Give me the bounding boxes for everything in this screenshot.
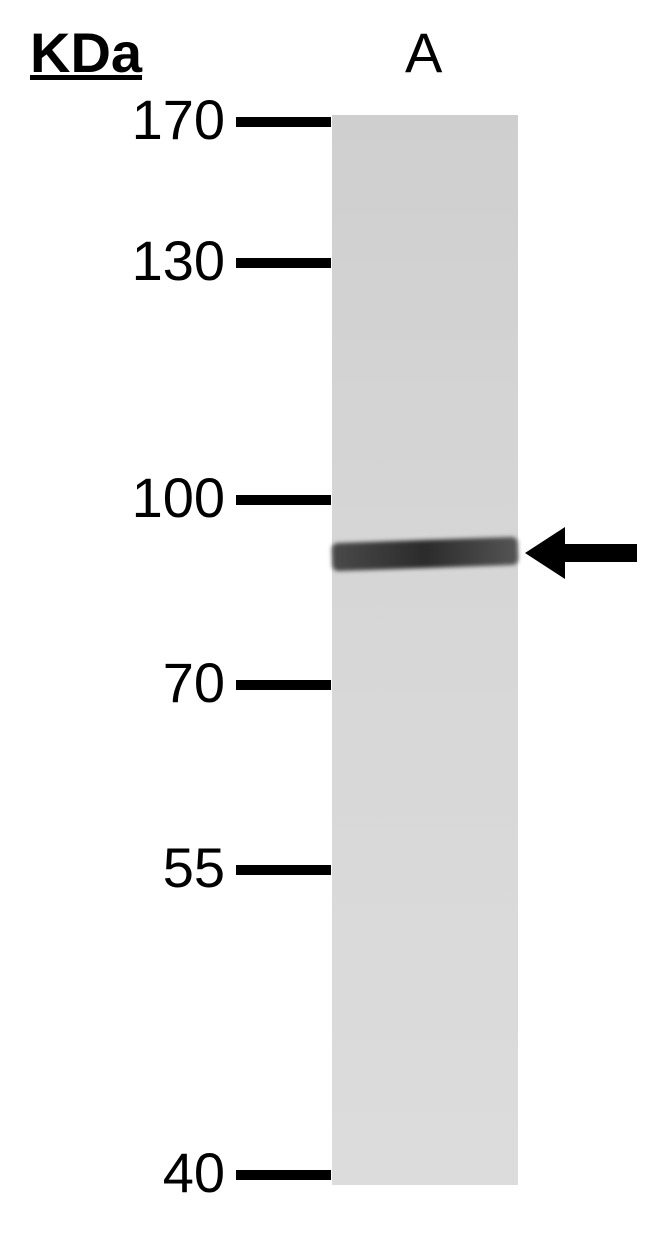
kda-axis-label: KDa (30, 20, 142, 85)
marker-label-130: 130 (0, 228, 225, 293)
marker-tick-55 (236, 865, 331, 875)
marker-label-100: 100 (0, 465, 225, 530)
blot-diagram: KDa A 170 130 100 70 55 40 (0, 0, 650, 1247)
marker-label-55: 55 (0, 835, 225, 900)
marker-tick-130 (236, 258, 331, 268)
marker-label-40: 40 (0, 1140, 225, 1205)
band-arrow-icon (525, 527, 637, 579)
marker-tick-40 (236, 1170, 331, 1180)
marker-label-170: 170 (0, 87, 225, 152)
marker-label-70: 70 (0, 650, 225, 715)
marker-tick-170 (236, 117, 331, 127)
lane-strip (332, 115, 518, 1185)
lane-a-label: A (405, 20, 442, 85)
marker-tick-70 (236, 680, 331, 690)
marker-tick-100 (236, 495, 331, 505)
